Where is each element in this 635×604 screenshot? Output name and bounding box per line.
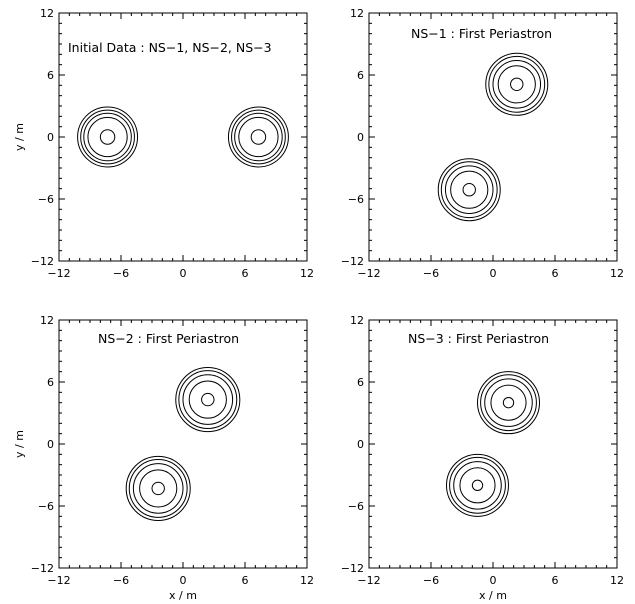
y-tick-label: 6 bbox=[357, 69, 364, 82]
y-tick-label: 6 bbox=[47, 376, 54, 389]
density-contour bbox=[151, 481, 165, 496]
density-contour bbox=[139, 469, 178, 508]
x-tick-label: 12 bbox=[300, 267, 314, 280]
y-tick-label: −6 bbox=[38, 500, 54, 513]
x-tick-label: −12 bbox=[47, 574, 70, 587]
density-contour bbox=[484, 378, 533, 427]
y-tick-label: 12 bbox=[350, 7, 364, 20]
y-tick-label: 6 bbox=[47, 69, 54, 82]
y-tick-label: 12 bbox=[350, 314, 364, 327]
x-tick-label: −6 bbox=[423, 574, 439, 587]
plot-frame bbox=[58, 319, 308, 569]
density-contour bbox=[234, 112, 283, 162]
x-tick-label: 0 bbox=[180, 574, 187, 587]
y-tick-label: −6 bbox=[348, 193, 364, 206]
x-axis-label: x / m bbox=[169, 589, 197, 602]
density-contour bbox=[462, 183, 476, 197]
x-tick-label: 6 bbox=[552, 267, 559, 280]
density-contour bbox=[453, 461, 502, 510]
density-contour bbox=[80, 109, 135, 165]
density-contour bbox=[480, 374, 537, 432]
density-contour bbox=[477, 371, 540, 435]
density-contour bbox=[485, 52, 549, 116]
x-tick-label: 12 bbox=[610, 267, 624, 280]
density-contour bbox=[492, 60, 542, 109]
x-tick-label: −12 bbox=[47, 267, 70, 280]
density-contour bbox=[125, 455, 191, 521]
y-axis-label: y / m bbox=[13, 123, 26, 151]
density-contour bbox=[459, 467, 496, 504]
y-tick-label: −12 bbox=[31, 562, 54, 575]
density-contour bbox=[231, 109, 286, 165]
density-contour bbox=[488, 55, 546, 113]
y-tick-label: 6 bbox=[357, 376, 364, 389]
panel-initial-data: Initial Data : NS−1, NS−2, NS−3 −12 −6 0 6 1… bbox=[13, 7, 314, 280]
x-axis-label: x / m bbox=[479, 589, 507, 602]
y-axis-label: y / m bbox=[13, 430, 26, 458]
x-tick-label: −6 bbox=[423, 267, 439, 280]
y-tick-label: −12 bbox=[31, 255, 54, 268]
plot-frame bbox=[368, 12, 618, 262]
y-tick-label: 0 bbox=[47, 131, 54, 144]
density-contour bbox=[201, 392, 215, 407]
y-tick-label: 0 bbox=[357, 438, 364, 451]
density-contour bbox=[510, 77, 524, 92]
density-contour bbox=[449, 456, 506, 514]
density-contour bbox=[77, 106, 139, 168]
x-tick-label: −6 bbox=[113, 574, 129, 587]
density-contour bbox=[83, 112, 132, 162]
x-tick-label: −12 bbox=[357, 267, 380, 280]
density-contour bbox=[471, 479, 484, 492]
density-contour bbox=[227, 106, 289, 168]
plot-frame bbox=[368, 319, 618, 569]
density-contour bbox=[450, 170, 489, 209]
panel-title: NS−2 : First Periastron bbox=[98, 331, 239, 346]
density-contour bbox=[128, 459, 188, 518]
y-tick-label: −12 bbox=[341, 562, 364, 575]
panel-ns3-periastron: NS−3 : First Periastron −12 −6 0 6 12 −12 −6 0… bbox=[341, 314, 624, 602]
x-tick-label: 12 bbox=[300, 574, 314, 587]
density-contour bbox=[437, 158, 501, 222]
y-tick-label: −6 bbox=[348, 500, 364, 513]
panel-title: NS−3 : First Periastron bbox=[408, 331, 549, 346]
density-contour bbox=[178, 370, 238, 430]
density-contour bbox=[99, 129, 116, 145]
panel-title: NS−1 : First Periastron bbox=[411, 26, 552, 41]
x-tick-label: −12 bbox=[357, 574, 380, 587]
density-contour bbox=[238, 116, 279, 158]
density-contour bbox=[446, 453, 509, 517]
density-contour bbox=[175, 367, 241, 433]
density-contour bbox=[502, 397, 515, 409]
density-contour bbox=[444, 165, 494, 214]
x-tick-label: −6 bbox=[113, 267, 129, 280]
y-tick-label: 0 bbox=[47, 438, 54, 451]
x-tick-label: 6 bbox=[242, 267, 249, 280]
x-tick-label: 0 bbox=[490, 574, 497, 587]
panel-ns2-periastron: NS−2 : First Periastron −12 −6 0 6 12 −12 −6 0… bbox=[13, 314, 314, 602]
y-tick-label: −12 bbox=[341, 255, 364, 268]
panel-ns1-periastron: NS−1 : First Periastron −12 −6 0 6 12 −12 −6 0… bbox=[341, 7, 624, 280]
x-tick-label: 0 bbox=[180, 267, 187, 280]
x-tick-label: 6 bbox=[552, 574, 559, 587]
density-contour bbox=[490, 384, 527, 421]
density-contour bbox=[182, 374, 234, 425]
y-tick-label: 0 bbox=[357, 131, 364, 144]
density-contour bbox=[188, 380, 227, 419]
x-tick-label: 6 bbox=[242, 574, 249, 587]
density-contour bbox=[497, 65, 536, 104]
panel-title: Initial Data : NS−1, NS−2, NS−3 bbox=[68, 40, 272, 55]
density-contour bbox=[440, 161, 498, 219]
x-tick-label: 12 bbox=[610, 574, 624, 587]
density-contour bbox=[250, 129, 267, 145]
y-tick-label: 12 bbox=[40, 7, 54, 20]
density-contour bbox=[87, 116, 128, 158]
y-tick-label: −6 bbox=[38, 193, 54, 206]
y-tick-label: 12 bbox=[40, 314, 54, 327]
x-tick-label: 0 bbox=[490, 267, 497, 280]
density-contour bbox=[132, 463, 184, 514]
